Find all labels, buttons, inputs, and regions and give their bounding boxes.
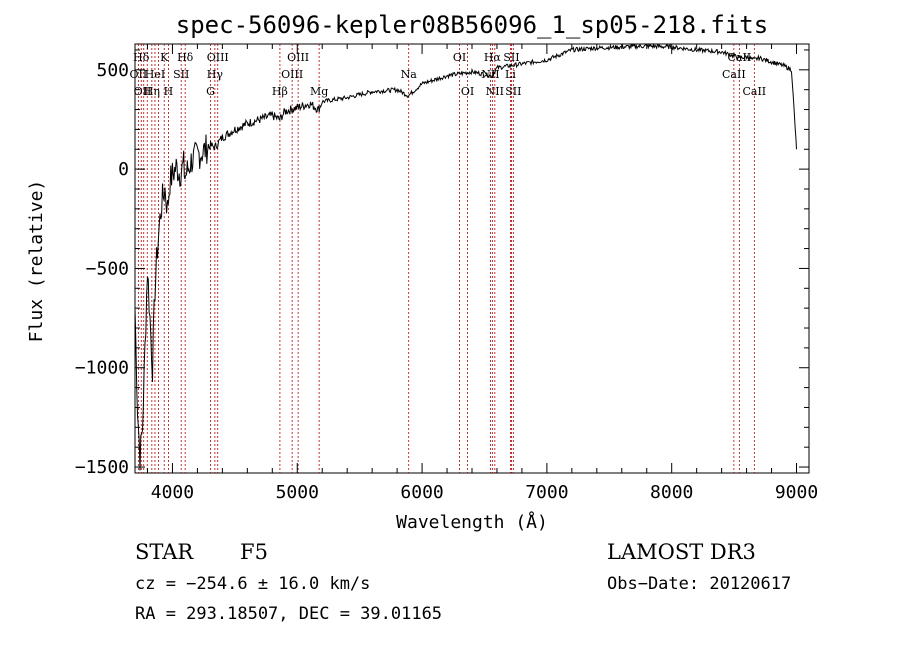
spectral-line-label-9: OIII — [207, 51, 229, 64]
x-tick-label-1: 5000 — [276, 482, 319, 503]
y-tick-label-0: 500 — [96, 60, 129, 81]
spectral-line-labels: Hδ OII OII K HeI Hη Hδ SII H OIII Hγ G OIII OIII Hβ Mg N… — [130, 51, 767, 98]
survey-name: LAMOST DR3 — [607, 540, 756, 564]
y-axis-label: Flux (relative) — [26, 180, 47, 343]
spectral-line-label-12: OIII — [287, 51, 309, 64]
spectral-line-label-8: H — [164, 85, 174, 98]
x-tick-label-0: 4000 — [151, 482, 194, 503]
x-tick-label-5: 9000 — [775, 482, 818, 503]
spectral-line-markers — [137, 44, 755, 473]
spectral-line-label-5: Hη — [144, 85, 160, 98]
spectral-line-label-10: Hγ — [207, 68, 224, 81]
x-tick-label-2: 6000 — [400, 482, 443, 503]
spectral-line-label-7: SII — [173, 68, 189, 81]
spectral-line-label-16: Na — [401, 68, 418, 81]
spectral-line-label-3: K — [160, 51, 169, 64]
x-tick-label-3: 7000 — [525, 482, 568, 503]
spectral-line-label-14: Hβ — [272, 85, 288, 98]
spectral-line-label-2: OII — [134, 85, 152, 98]
spectrum-line — [134, 43, 797, 471]
x-tick-label-4: 8000 — [650, 482, 693, 503]
spectral-line-label-27: CaII — [742, 85, 766, 98]
spectral-line-label-21: NII — [486, 85, 504, 98]
y-axis-ticks: 500 0 −500 −1000 −1500 — [75, 49, 809, 478]
spectral-line-label-4: HeI — [145, 68, 165, 81]
x-axis-label: Wavelength (Å) — [396, 511, 548, 533]
spectral-line-label-6: Hδ — [177, 51, 194, 64]
spectral-line-label-18: OI — [461, 85, 474, 98]
redshift-velocity: cz = −254.6 ± 16.0 km/s — [135, 574, 370, 594]
spectral-line-label-19: Hα — [484, 51, 502, 64]
chart-title: spec-56096-kepler08B56096_1_sp05-218.fit… — [176, 11, 768, 39]
object-class: STAR — [135, 540, 194, 564]
spectral-line-label-15: Mg — [310, 85, 328, 98]
spectral-line-label-22: SII — [503, 51, 519, 64]
object-subclass: F5 — [240, 540, 268, 564]
y-tick-label-4: −1500 — [75, 457, 129, 478]
x-axis-ticks: 4000 5000 6000 7000 8000 9000 — [146, 44, 818, 503]
spectral-line-label-1: OII — [130, 68, 148, 81]
spectral-line-label-0: Hδ — [133, 51, 150, 64]
spectral-line-label-13: OIII — [281, 68, 303, 81]
y-tick-label-2: −500 — [86, 258, 129, 279]
plot-frame — [134, 43, 810, 474]
spectral-line-label-11: G — [206, 85, 215, 98]
y-tick-label-1: 0 — [118, 159, 129, 180]
spectral-line-label-26: CaII — [722, 68, 746, 81]
observation-date: Obs−Date: 20120617 — [607, 574, 791, 594]
y-tick-label-3: −1000 — [75, 358, 129, 379]
sky-coordinates: RA = 293.18507, DEC = 39.01165 — [135, 604, 442, 624]
spectral-line-label-17: OI — [453, 51, 466, 64]
spectral-line-label-24: SII — [505, 85, 521, 98]
spectral-line-label-23: Li — [505, 68, 516, 81]
